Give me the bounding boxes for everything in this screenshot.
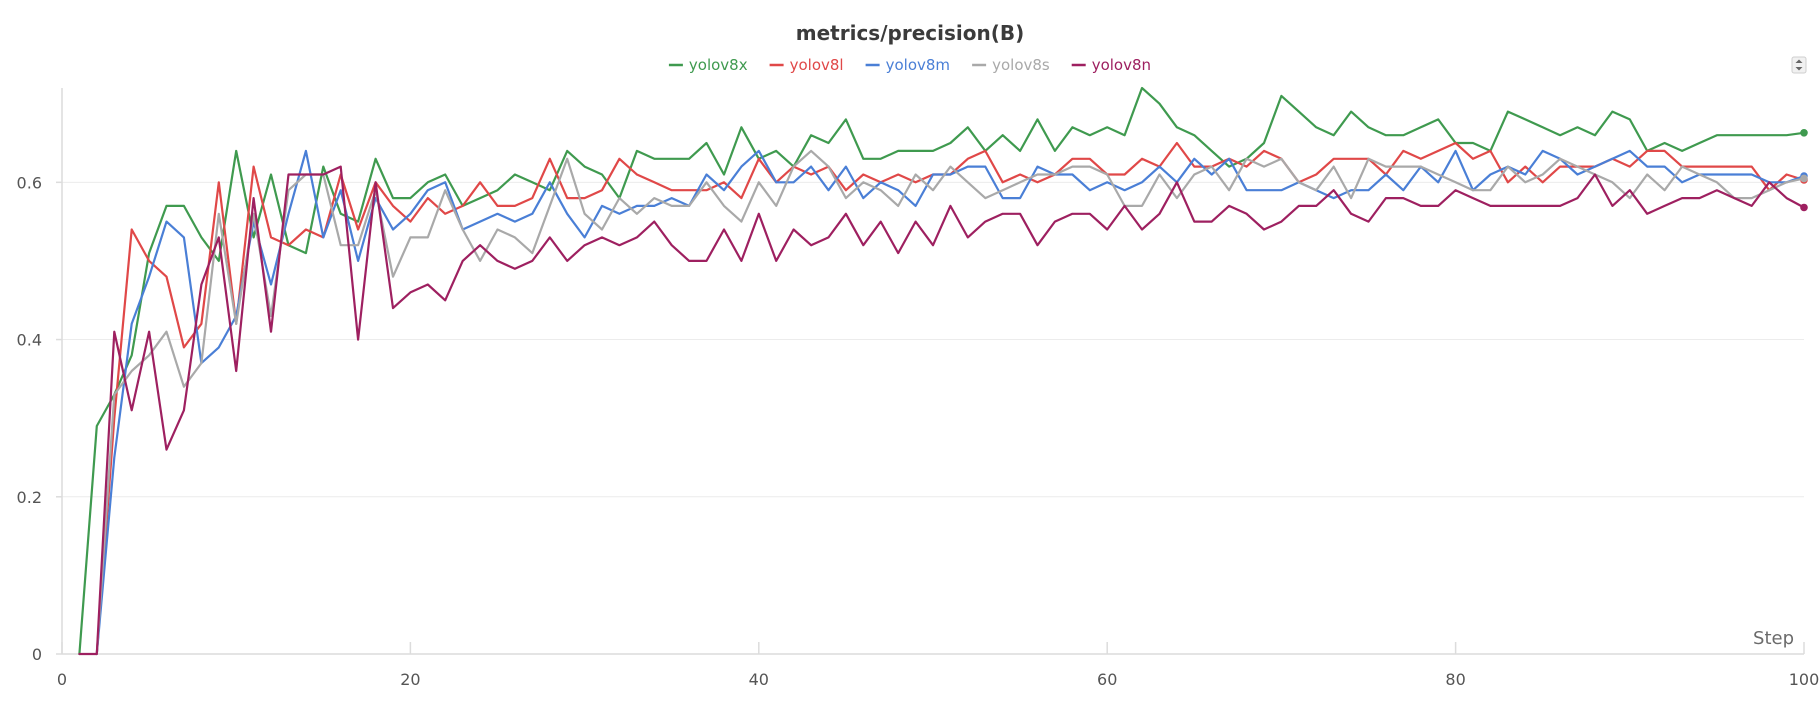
series-line-yolov8x [78,86,1806,656]
chevron-up-icon [1795,59,1803,63]
legend-label: yolov8x [689,56,748,74]
expand-collapse-icon[interactable] [1791,56,1807,74]
series-endpoint-yolov8x [1800,129,1808,137]
gridlines [62,181,1804,498]
series-line-yolov8s [95,149,1806,656]
x-tick-label: 80 [1445,670,1465,689]
legend-label: yolov8s [992,56,1050,74]
legend-label: yolov8l [790,56,844,74]
panel-menu-button[interactable] [1791,56,1807,74]
legend-item-yolov8n[interactable]: yolov8n [1071,56,1151,74]
series-endpoint-yolov8s [1800,174,1808,183]
legend-item-yolov8s[interactable]: yolov8s [972,56,1050,74]
legend: yolov8x yolov8l yolov8m yolov8s yolov8n [668,56,1151,74]
x-tick-label: 100 [1789,670,1819,689]
y-tick-label: 0 [32,645,42,664]
x-axis-ticks: 0 20 40 60 80 100 [57,642,1819,689]
legend-item-yolov8x[interactable]: yolov8x [668,56,748,74]
chart-title: metrics/precision(B) [796,21,1024,45]
x-tick-label: 60 [1097,670,1117,689]
series-group [78,86,1808,656]
y-tick-label: 0.6 [17,173,42,192]
chevron-down-icon [1795,67,1803,71]
series-line-yolov8m [95,149,1806,656]
y-axis-ticks: 0 0.2 0.4 0.6 [17,173,62,664]
y-tick-label: 0.2 [17,488,42,507]
x-tick-label: 40 [749,670,769,689]
legend-item-yolov8l[interactable]: yolov8l [769,56,844,74]
legend-item-yolov8m[interactable]: yolov8m [865,56,950,74]
y-tick-label: 0.4 [17,331,42,350]
series-line-yolov8n [78,165,1806,656]
x-axis-label: Step [1753,628,1794,649]
x-tick-label: 20 [400,670,420,689]
x-tick-label: 0 [57,670,67,689]
legend-label: yolov8m [886,56,950,74]
legend-label: yolov8n [1092,56,1151,74]
series-endpoint-yolov8n [1800,203,1808,212]
